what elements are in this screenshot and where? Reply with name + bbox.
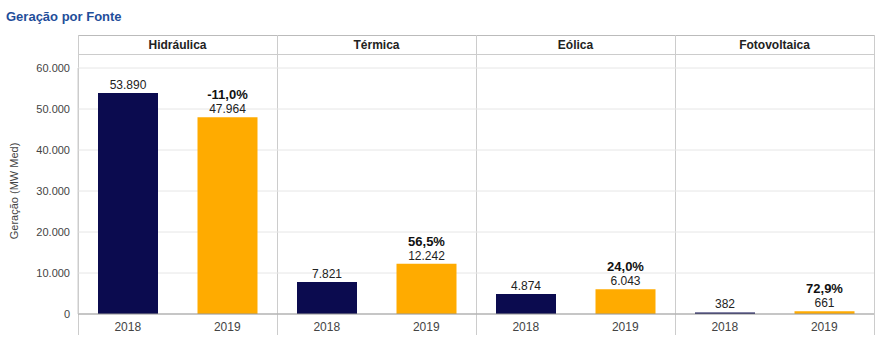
svg-text:30.000: 30.000 [36, 185, 70, 197]
svg-text:72,9%: 72,9% [806, 281, 843, 296]
html-text:Térmica: Térmica [353, 38, 400, 52]
svg-text:2019: 2019 [413, 320, 440, 334]
svg-text:2019: 2019 [214, 320, 241, 334]
svg-text:2018: 2018 [114, 320, 141, 334]
svg-text:47.964: 47.964 [209, 102, 246, 116]
svg-text:60.000: 60.000 [36, 62, 70, 74]
html-text:Eólica: Eólica [557, 38, 594, 52]
svg-text:382: 382 [715, 297, 735, 311]
svg-text:6.043: 6.043 [610, 274, 640, 288]
svg-text:12.242: 12.242 [408, 249, 445, 263]
svg-text:2018: 2018 [313, 320, 340, 334]
svg-text:-11,0%: -11,0% [207, 87, 248, 102]
svg-text:4.874: 4.874 [511, 279, 541, 293]
html-text:Hidráulica: Hidráulica [148, 38, 207, 52]
svg-text:20.000: 20.000 [36, 226, 70, 238]
html-text:Geração por Fonte: Geração por Fonte [6, 9, 122, 24]
svg-text:2018: 2018 [711, 320, 738, 334]
svg-text:50.000: 50.000 [36, 103, 70, 115]
svg-text:2018: 2018 [512, 320, 539, 334]
svg-text:Geração (MW Med): Geração (MW Med) [8, 143, 20, 240]
svg-text:24,0%: 24,0% [607, 259, 644, 274]
svg-text:56,5%: 56,5% [408, 234, 445, 249]
svg-text:2019: 2019 [612, 320, 639, 334]
svg-text:10.000: 10.000 [36, 267, 70, 279]
svg-text:53.890: 53.890 [110, 78, 147, 92]
svg-text:661: 661 [814, 296, 834, 310]
html-text:Fotovoltaica: Fotovoltaica [739, 38, 810, 52]
svg-text:2019: 2019 [811, 320, 838, 334]
svg-text:7.821: 7.821 [312, 267, 342, 281]
svg-text:40.000: 40.000 [36, 144, 70, 156]
svg-text:0: 0 [64, 308, 70, 320]
